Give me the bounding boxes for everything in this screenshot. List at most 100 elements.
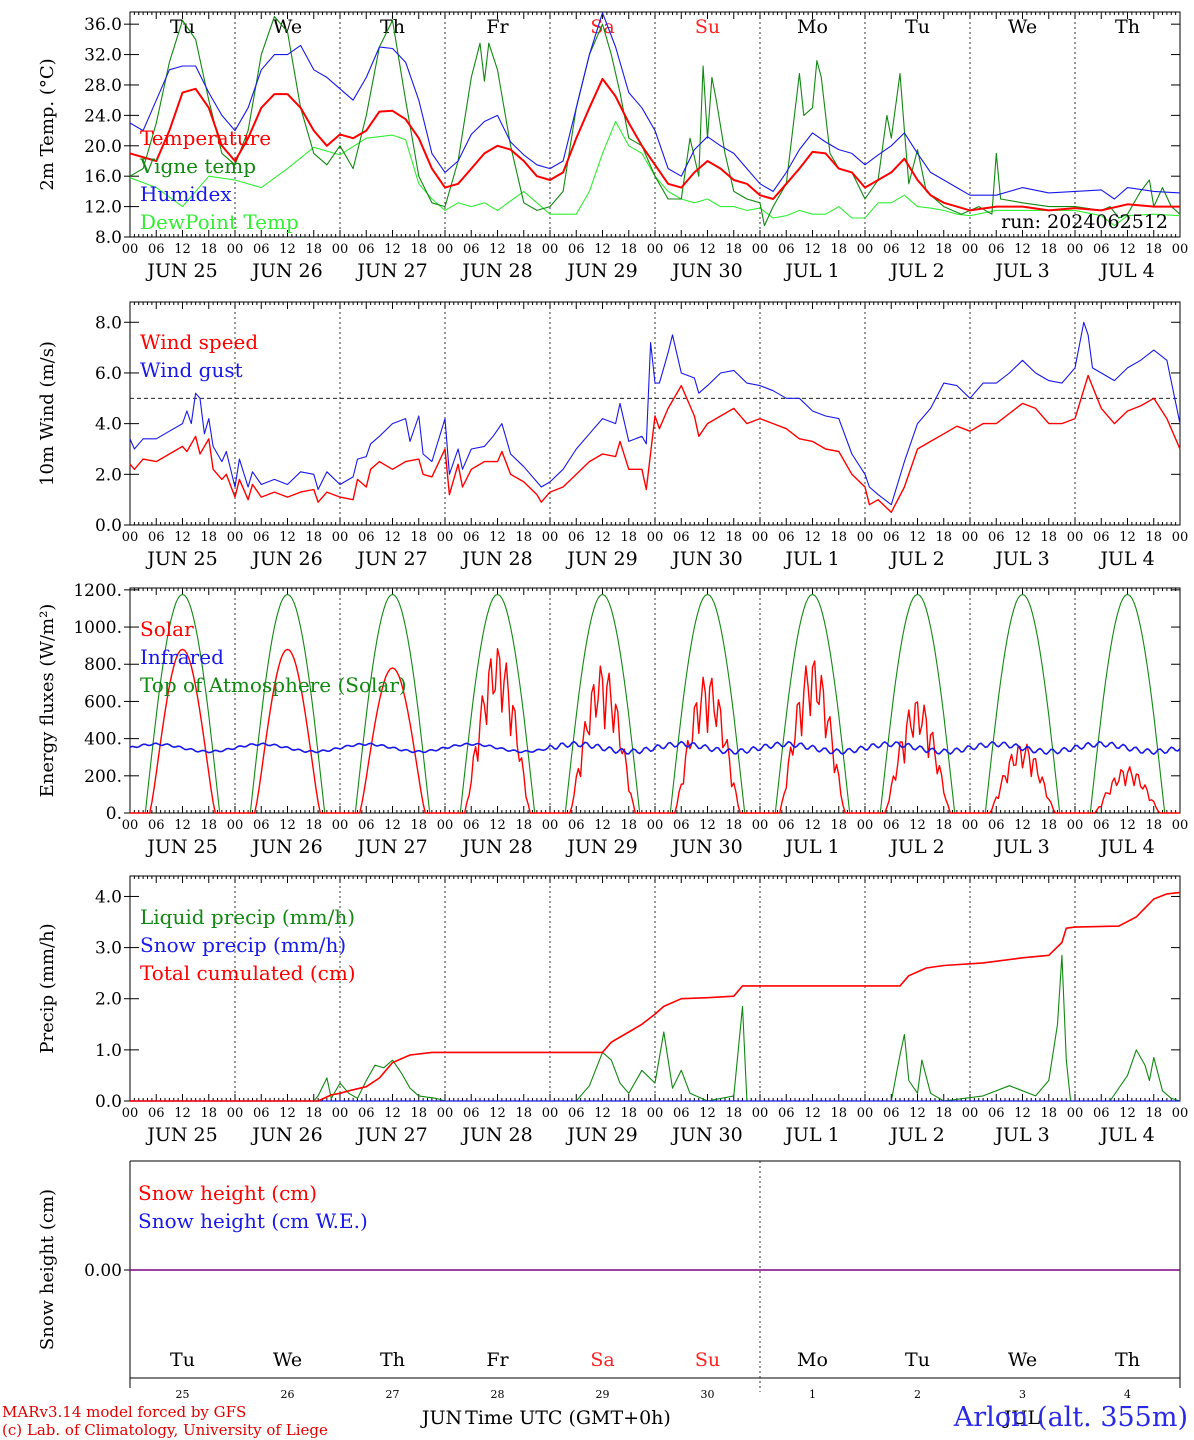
- hour-tick-label: 12: [699, 530, 716, 545]
- y-tick-label: 800.: [84, 655, 122, 675]
- date-label: JUL 1: [783, 1124, 839, 1146]
- hour-tick-label: 18: [515, 818, 532, 833]
- hour-tick-label: 00: [227, 530, 244, 545]
- hour-tick-label: 12: [279, 242, 296, 257]
- legend-temperature: Temperature: [140, 126, 271, 150]
- y-tick-label: 16.0: [84, 167, 122, 187]
- hour-tick-label: 06: [673, 818, 690, 833]
- date-label: JUN 29: [565, 1124, 637, 1146]
- hour-tick-label: 12: [804, 530, 821, 545]
- credit-model: MARv3.14 model forced by GFS: [2, 1403, 247, 1421]
- hour-tick-label: 06: [778, 1106, 795, 1121]
- date-label: JUL 2: [888, 1124, 944, 1146]
- series-wind-speed: [129, 374, 1181, 513]
- hour-tick-label: 18: [410, 530, 427, 545]
- date-label: JUN 25: [145, 548, 217, 570]
- day-number: 28: [491, 1388, 505, 1401]
- hour-tick-label: 00: [962, 242, 979, 257]
- hour-tick-label: 18: [515, 1106, 532, 1121]
- hour-tick-label: 06: [778, 530, 795, 545]
- legend-wind-speed: Wind speed: [140, 330, 258, 354]
- y-tick-label: 6.0: [95, 364, 122, 384]
- hour-tick-label: 12: [699, 818, 716, 833]
- hour-tick-label: 12: [174, 1106, 191, 1121]
- hour-tick-label: 06: [673, 530, 690, 545]
- hour-tick-label: 18: [200, 242, 217, 257]
- hour-tick-label: 06: [568, 818, 585, 833]
- day-name: Tu: [170, 1349, 195, 1371]
- day-name: We: [1008, 16, 1037, 38]
- day-name: Su: [695, 16, 720, 38]
- hour-tick-label: 12: [699, 242, 716, 257]
- hour-tick-label: 00: [437, 530, 454, 545]
- hour-tick-label: 06: [253, 1106, 270, 1121]
- hour-tick-label: 06: [568, 242, 585, 257]
- hour-tick-label: 06: [883, 242, 900, 257]
- hour-tick-label: 18: [515, 530, 532, 545]
- hour-tick-label: 06: [883, 1106, 900, 1121]
- y-tick-label: 8.0: [95, 313, 122, 333]
- y-tick-label: 1200.: [73, 581, 122, 601]
- hour-tick-label: 12: [489, 818, 506, 833]
- hour-tick-label: 00: [857, 530, 874, 545]
- y-tick-label: 12.0: [84, 198, 122, 218]
- y-tick-label: 24.0: [84, 106, 122, 126]
- hour-tick-label: 00: [332, 1106, 349, 1121]
- date-label: JUN 27: [355, 548, 427, 570]
- day-name: Tu: [905, 16, 930, 38]
- hour-tick-label: 12: [384, 818, 401, 833]
- series-dewpoint-temp: [129, 120, 1181, 227]
- hour-tick-label: 00: [1067, 1106, 1084, 1121]
- hour-tick-label: 12: [1119, 1106, 1136, 1121]
- hour-tick-label: 18: [1145, 1106, 1162, 1121]
- x-axis-label: Time UTC (GMT+0h): [465, 1407, 671, 1429]
- hour-tick-label: 00: [437, 1106, 454, 1121]
- series-total-cumulated: [130, 891, 1181, 1102]
- y-tick-label: 2.0: [95, 990, 122, 1010]
- hour-tick-label: 12: [174, 530, 191, 545]
- hour-tick-label: 00: [857, 1106, 874, 1121]
- y-axis-label: Precip (mm/h): [37, 923, 58, 1053]
- hour-tick-label: 00: [1172, 818, 1189, 833]
- hour-tick-label: 18: [725, 818, 742, 833]
- hour-tick-label: 18: [935, 818, 952, 833]
- hour-tick-label: 18: [620, 1106, 637, 1121]
- hour-tick-label: 00: [122, 530, 139, 545]
- hour-tick-label: 18: [305, 818, 322, 833]
- hour-tick-label: 06: [988, 818, 1005, 833]
- hour-tick-label: 12: [804, 242, 821, 257]
- hour-tick-label: 06: [988, 1106, 1005, 1121]
- hour-tick-label: 12: [174, 242, 191, 257]
- day-number: 27: [386, 1388, 400, 1401]
- hour-tick-label: 12: [384, 242, 401, 257]
- hour-tick-label: 18: [1040, 530, 1057, 545]
- hour-tick-label: 06: [148, 242, 165, 257]
- month-label-jul: JUL: [1002, 1407, 1041, 1429]
- y-tick-label: 0.0: [95, 1092, 122, 1112]
- day-name: We: [1008, 1349, 1037, 1371]
- date-label: JUL 1: [783, 548, 839, 570]
- hour-tick-label: 06: [1093, 1106, 1110, 1121]
- hour-tick-label: 12: [1014, 1106, 1031, 1121]
- hour-tick-label: 00: [542, 818, 559, 833]
- series-solar: [130, 648, 1180, 814]
- hour-tick-label: 06: [883, 818, 900, 833]
- date-label: JUL 3: [993, 836, 1049, 858]
- date-label: JUL 2: [888, 836, 944, 858]
- y-axis-label: 2m Temp. (°C): [37, 58, 58, 190]
- hour-tick-label: 00: [962, 818, 979, 833]
- hour-tick-label: 12: [909, 242, 926, 257]
- date-label: JUL 3: [993, 1124, 1049, 1146]
- hour-tick-label: 12: [489, 530, 506, 545]
- hour-tick-label: 00: [332, 530, 349, 545]
- hour-tick-label: 00: [647, 530, 664, 545]
- hour-tick-label: 00: [437, 242, 454, 257]
- hour-tick-label: 12: [384, 1106, 401, 1121]
- date-label: JUL 3: [993, 260, 1049, 282]
- hour-tick-label: 18: [830, 818, 847, 833]
- hour-tick-label: 18: [620, 818, 637, 833]
- hour-tick-label: 12: [279, 530, 296, 545]
- legend-solar: Solar: [140, 617, 194, 641]
- hour-tick-label: 18: [1040, 242, 1057, 257]
- hour-tick-label: 00: [1067, 242, 1084, 257]
